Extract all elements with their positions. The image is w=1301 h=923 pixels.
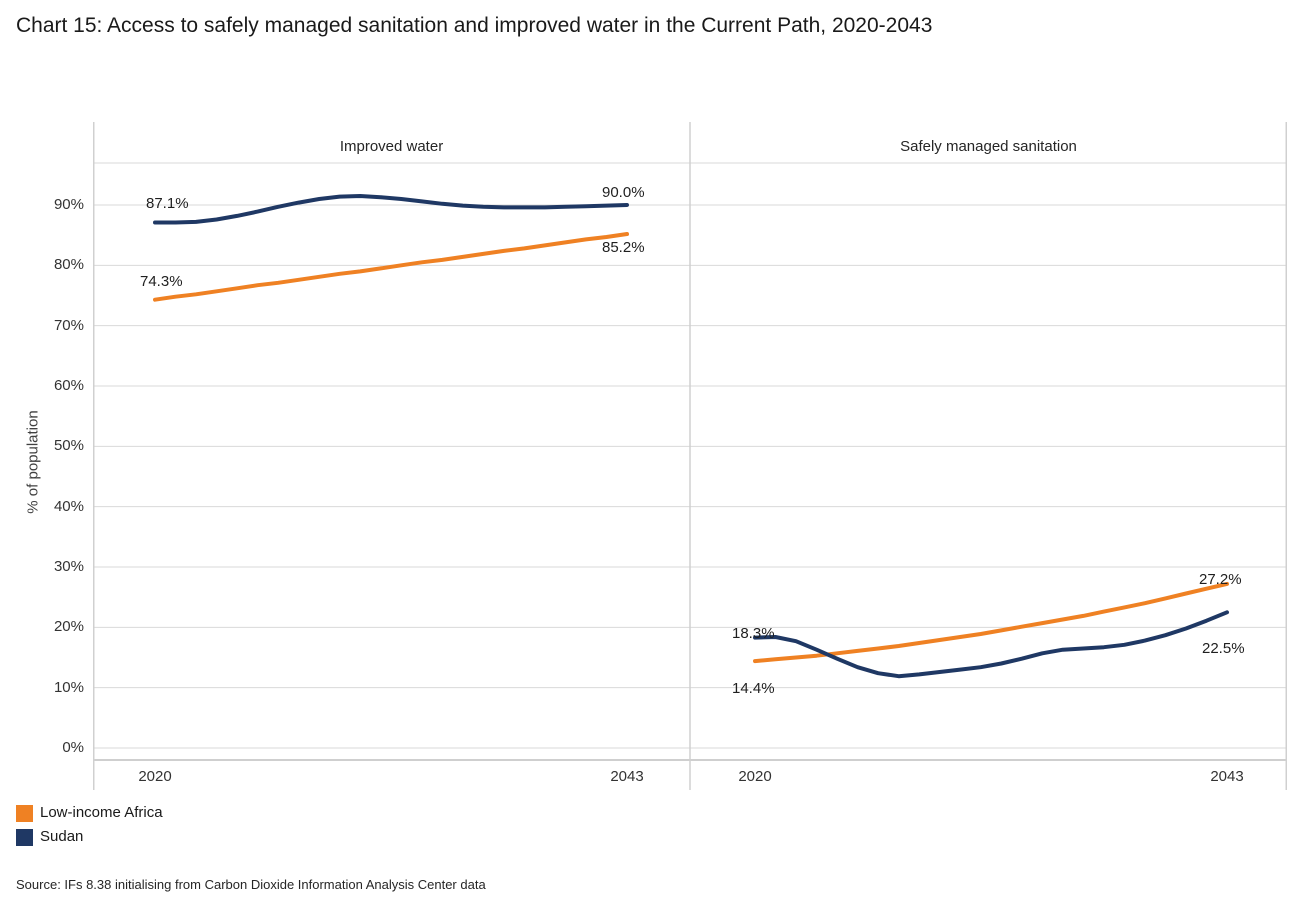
legend-item-sudan: Sudan [16,828,163,846]
x-tick-label: 2043 [610,768,644,785]
legend-swatch-sudan [16,828,33,846]
chart-canvas [93,122,1287,790]
data-label-sudan-sanitation-2020: 18.3% [732,625,775,642]
data-label-lia-sanitation-2020: 14.4% [732,680,775,697]
series-line-low-income-africa [153,232,629,302]
y-tick-label: 60% [53,377,84,394]
data-label-sudan-water-2043: 90.0% [602,184,645,201]
y-tick-label: 30% [53,558,84,575]
y-tick-label: 10% [53,678,84,696]
data-label-lia-sanitation-2043: 27.2% [1199,571,1242,588]
y-tick-label: 20% [53,618,84,636]
y-tick-label: 40% [53,497,84,515]
data-label-sudan-sanitation-2043: 22.5% [1202,640,1245,657]
x-tick-label: 2020 [138,768,172,785]
series-line-sudan [753,610,1229,679]
y-tick-label: 70% [53,316,84,334]
data-label-sudan-water-2020: 87.1% [146,195,189,212]
legend-label-low-income-africa: Low-income Africa [40,804,163,821]
series-line-sudan [153,194,629,225]
source-note: Source: IFs 8.38 initialising from Carbo… [16,877,486,892]
legend-item-low-income-africa: Low-income Africa [16,804,163,822]
series-line-low-income-africa [753,581,1229,664]
data-label-lia-water-2043: 85.2% [602,239,645,256]
y-tick-label: 0% [62,739,84,756]
panel-header-improved-water: Improved water [339,138,444,155]
y-tick-label: 50% [53,437,84,455]
panel-header-safely-managed-sanitation: Safely managed sanitation [900,138,1077,155]
legend-swatch-low-income-africa [16,804,33,822]
y-tick-label: 90% [53,196,84,213]
x-tick-label: 2043 [1210,768,1244,785]
legend-label-sudan: Sudan [40,828,84,845]
data-label-lia-water-2020: 74.3% [140,273,183,290]
y-tick-label: 80% [53,256,84,274]
x-tick-label: 2020 [738,768,772,785]
legend: Low-income Africa Sudan [16,804,163,852]
page-title: Chart 15: Access to safely managed sanit… [16,14,933,37]
